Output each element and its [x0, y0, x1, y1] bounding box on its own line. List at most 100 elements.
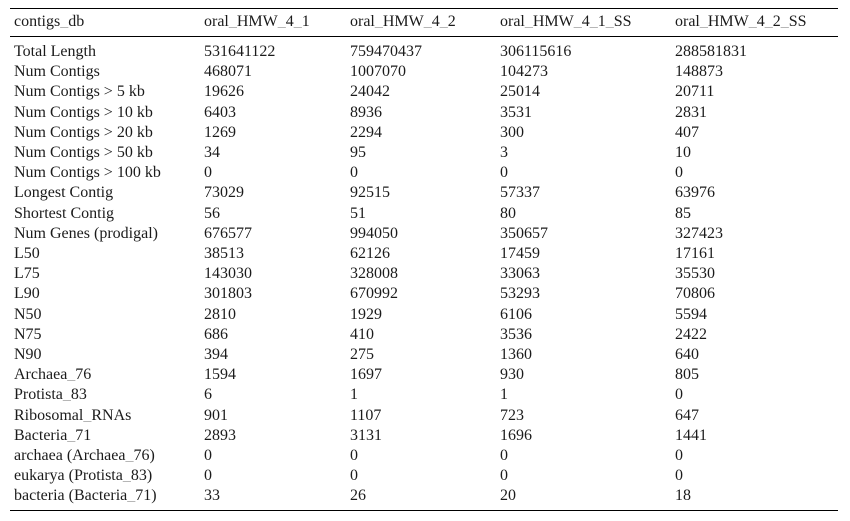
cell-value: 327423: [675, 224, 723, 242]
table-row: L90 301803 670992 53293 70806: [10, 284, 838, 304]
table-row: N90 394 275 1360 640: [10, 345, 838, 365]
cell-value: 56: [204, 204, 220, 222]
cell-value: 10: [675, 144, 691, 162]
cell-value: 1696: [500, 426, 532, 444]
cell-value: 6403: [204, 103, 236, 121]
table-row: Num Contigs > 50 kb 34 95 3 10: [10, 143, 838, 163]
cell-value: 0: [350, 467, 358, 485]
table-row: Longest Contig 73029 92515 57337 63976: [10, 183, 838, 203]
cell-value: 306115616: [500, 43, 572, 60]
row-label: Num Contigs > 10 kb: [14, 103, 153, 121]
cell-value: 95: [350, 144, 366, 162]
row-label: Protista_83: [14, 386, 87, 404]
cell-value: 1697: [350, 366, 382, 384]
cell-value: 1929: [350, 305, 382, 323]
column-header-oral-hmw-4-1-ss: oral_HMW_4_1_SS: [496, 8, 671, 37]
cell-value: 2294: [350, 123, 382, 141]
cell-value: 1360: [500, 346, 532, 364]
row-label: Archaea_76: [14, 366, 92, 384]
table-row: Bacteria_71 2893 3131 1696 1441: [10, 426, 838, 446]
row-label: Longest Contig: [14, 184, 114, 202]
cell-value: 62126: [350, 245, 390, 263]
cell-value: 640: [675, 346, 699, 364]
cell-value: 2893: [204, 426, 236, 444]
cell-value: 38513: [204, 245, 244, 263]
cell-value: 301803: [204, 285, 252, 303]
row-label: Ribosomal_RNAs: [14, 406, 132, 424]
cell-value: 2422: [675, 325, 707, 343]
table-row: Num Contigs 468071 1007070 104273 148873: [10, 62, 838, 82]
row-label: Num Contigs > 50 kb: [14, 144, 153, 162]
table-row: archaea (Archaea_76) 0 0 0 0: [10, 446, 838, 466]
cell-value: 143030: [204, 265, 252, 283]
cell-value: 0: [675, 164, 683, 182]
cell-value: 300: [500, 123, 524, 141]
cell-value: 723: [500, 406, 524, 424]
cell-value: 0: [204, 467, 212, 485]
cell-value: 24042: [350, 83, 390, 101]
cell-value: 2831: [675, 103, 707, 121]
table-row: Ribosomal_RNAs 901 1107 723 647: [10, 406, 838, 426]
cell-value: 3131: [350, 426, 382, 444]
row-label: Num Contigs > 100 kb: [14, 164, 161, 182]
cell-value: 1269: [204, 123, 236, 141]
table-row: N50 2810 1929 6106 5594: [10, 305, 838, 325]
cell-value: 410: [350, 325, 374, 343]
row-label: Shortest Contig: [14, 204, 115, 222]
row-label: Num Contigs > 5 kb: [14, 83, 145, 101]
cell-value: 63976: [675, 184, 715, 202]
cell-value: 1441: [675, 426, 707, 444]
table-row: Num Contigs > 10 kb 6403 8936 3531 2831: [10, 103, 838, 123]
cell-value: 148873: [675, 63, 723, 81]
cell-value: 1: [350, 386, 358, 404]
table-row: Num Genes (prodigal) 676577 994050 350657 32…: [10, 224, 838, 244]
cell-value: 3531: [500, 103, 532, 121]
column-header-contigs-db: contigs_db: [10, 8, 200, 37]
cell-value: 2810: [204, 305, 236, 323]
row-label: Total Length: [14, 43, 96, 60]
cell-value: 33: [204, 487, 220, 505]
cell-value: 5594: [675, 305, 707, 323]
table-row: Num Contigs > 100 kb 0 0 0 0: [10, 163, 838, 183]
contigs-stats-table-container: contigs_db oral_HMW_4_1 oral_HMW_4_2 ora…: [10, 8, 838, 511]
row-label: L50: [14, 245, 40, 263]
cell-value: 0: [350, 164, 358, 182]
row-label: Num Contigs > 20 kb: [14, 123, 153, 141]
cell-value: 670992: [350, 285, 398, 303]
cell-value: 0: [675, 467, 683, 485]
cell-value: 34: [204, 144, 220, 162]
cell-value: 994050: [350, 224, 398, 242]
table-row: Protista_83 6 1 1 0: [10, 385, 838, 405]
row-label: Bacteria_71: [14, 426, 92, 444]
cell-value: 407: [675, 123, 699, 141]
column-header-oral-hmw-4-2: oral_HMW_4_2: [346, 8, 496, 37]
cell-value: 35530: [675, 265, 715, 283]
contigs-stats-table: contigs_db oral_HMW_4_1 oral_HMW_4_2 ora…: [10, 8, 838, 511]
cell-value: 85: [675, 204, 691, 222]
cell-value: 275: [350, 346, 374, 364]
table-header: contigs_db oral_HMW_4_1 oral_HMW_4_2 ora…: [10, 8, 838, 37]
cell-value: 901: [204, 406, 228, 424]
cell-value: 0: [204, 447, 212, 465]
row-label: Num Genes (prodigal): [14, 224, 158, 242]
cell-value: 57337: [500, 184, 540, 202]
cell-value: 20711: [675, 83, 715, 101]
cell-value: 1107: [350, 406, 382, 424]
table-row: L50 38513 62126 17459 17161: [10, 244, 838, 264]
row-label: N90: [14, 346, 42, 364]
cell-value: 805: [675, 366, 699, 384]
cell-value: 647: [675, 406, 699, 424]
cell-value: 18: [675, 487, 691, 505]
table-row: N75 686 410 3536 2422: [10, 325, 838, 345]
table-row: Num Contigs > 20 kb 1269 2294 300 407: [10, 123, 838, 143]
cell-value: 92515: [350, 184, 390, 202]
cell-value: 33063: [500, 265, 540, 283]
cell-value: 3536: [500, 325, 532, 343]
cell-value: 0: [500, 164, 508, 182]
cell-value: 1594: [204, 366, 236, 384]
table-row: bacteria (Bacteria_71) 33 26 20 18: [10, 486, 838, 510]
row-label: N75: [14, 325, 42, 343]
cell-value: 676577: [204, 224, 252, 242]
column-header-oral-hmw-4-2-ss: oral_HMW_4_2_SS: [671, 8, 838, 37]
cell-value: 531641122: [204, 43, 276, 60]
